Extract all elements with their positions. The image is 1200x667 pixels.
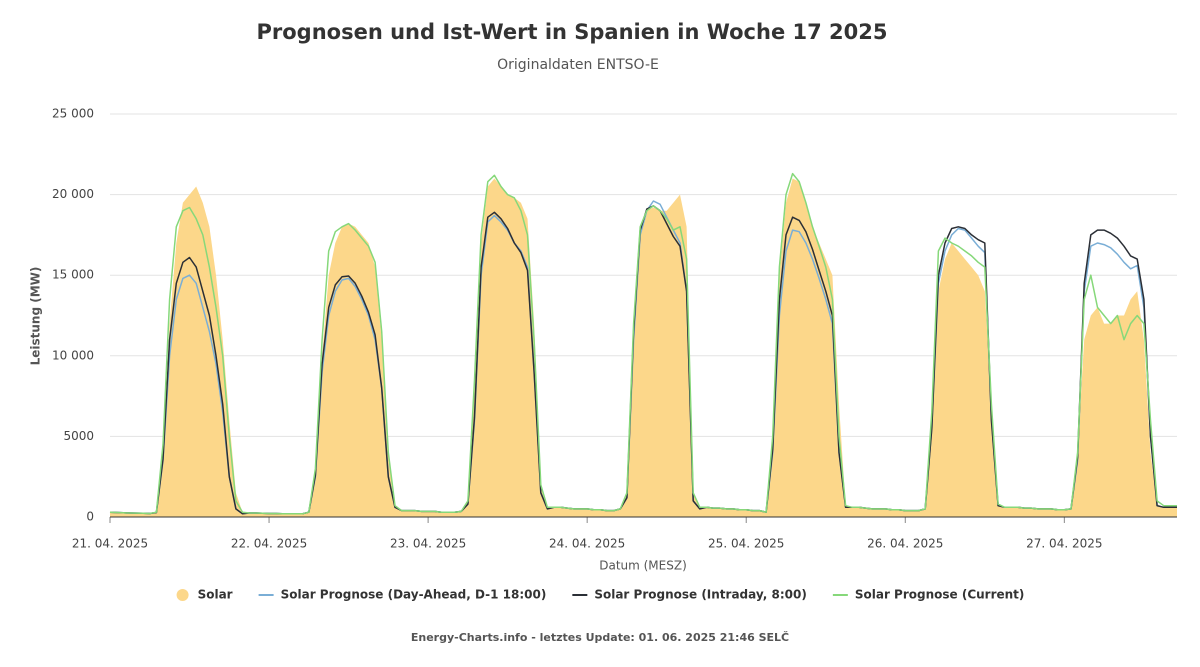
- legend-item: Solar Prognose (Day-Ahead, D-1 18:00): [258, 588, 547, 602]
- chart-title: Prognosen und Ist-Wert in Spanien in Woc…: [257, 20, 888, 44]
- legend-item: Solar Prognose (Current): [832, 588, 1025, 602]
- y-tick-label: 25 000: [52, 107, 94, 121]
- legend-item: Solar Prognose (Intraday, 8:00): [572, 588, 807, 602]
- legend-marker: [176, 589, 189, 601]
- y-tick-label: 15 000: [52, 268, 94, 282]
- y-axis-title: Leistung (MW): [29, 267, 43, 366]
- y-tick-label: 10 000: [52, 348, 94, 362]
- legend-item: Solar: [176, 588, 233, 602]
- x-tick-label: 27. 04. 2025: [1026, 537, 1102, 551]
- area: [110, 178, 1177, 517]
- y-tick-label: 5000: [63, 429, 94, 443]
- legend-label: Solar: [198, 588, 233, 602]
- x-tick-label: 26. 04. 2025: [867, 537, 943, 551]
- y-tick-label: 0: [86, 510, 94, 524]
- y-tick-label: 20 000: [52, 187, 94, 201]
- x-tick-label: 24. 04. 2025: [549, 537, 625, 551]
- chart-subtitle: Originaldaten ENTSO-E: [497, 57, 659, 73]
- footer: Energy-Charts.info - letztes Update: 01.…: [411, 631, 789, 644]
- x-tick-label: 25. 04. 2025: [708, 537, 784, 551]
- x-tick-label: 23. 04. 2025: [390, 537, 466, 551]
- legend-label: Solar Prognose (Day-Ahead, D-1 18:00): [281, 588, 547, 602]
- line: [109, 172, 1177, 515]
- plot-area: [109, 172, 1177, 517]
- x-tick-label: 21. 04. 2025: [72, 537, 148, 551]
- x-axis-title: Datum (MESZ): [599, 559, 687, 573]
- x-tick-label: 22. 04. 2025: [231, 537, 307, 551]
- legend-label: Solar Prognose (Current): [855, 588, 1025, 602]
- legend-label: Solar Prognose (Intraday, 8:00): [594, 588, 807, 602]
